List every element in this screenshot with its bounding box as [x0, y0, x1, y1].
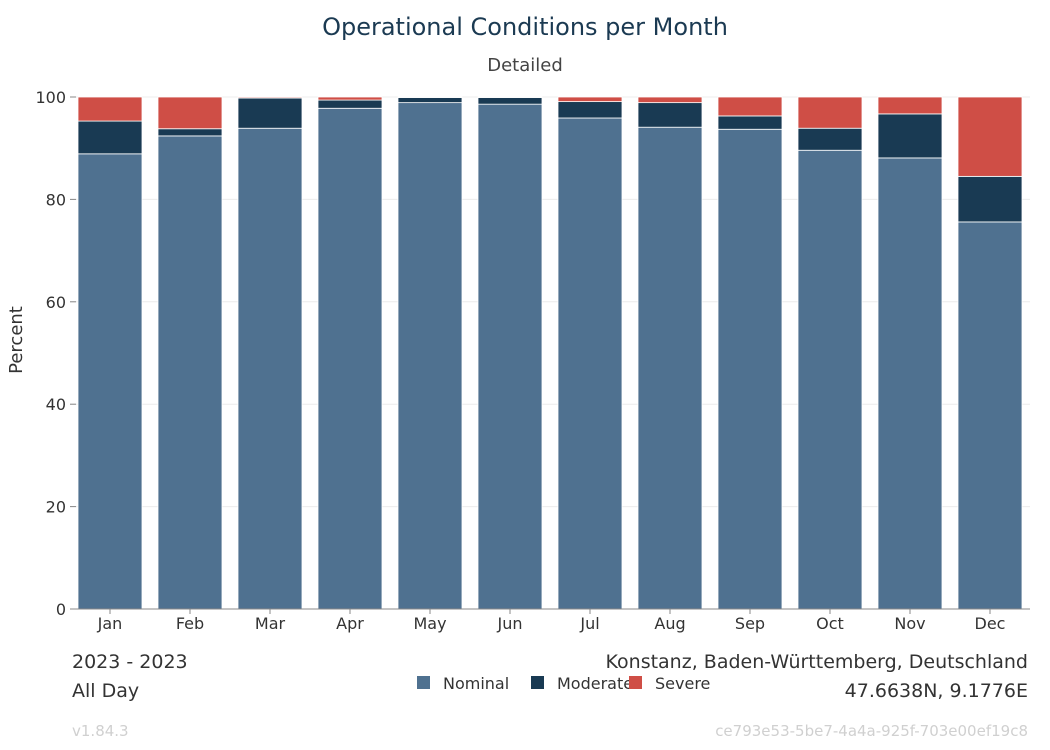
bar-segment-moderate	[957, 175, 1023, 223]
x-tick-label: Sep	[735, 614, 765, 633]
x-tick-label: Dec	[975, 614, 1006, 633]
y-tick-label: 20	[46, 498, 66, 517]
bar-segment-severe	[77, 96, 143, 122]
legend-label-nominal: Nominal	[443, 674, 509, 693]
chart-subtitle: Detailed	[487, 55, 563, 76]
bar-segment-nominal	[797, 149, 863, 610]
bar-segment-severe	[237, 96, 303, 99]
y-axis-title: Percent	[6, 306, 27, 374]
bar-segment-severe	[717, 96, 783, 117]
bar-segment-nominal	[397, 102, 463, 610]
x-tick-label: Jan	[97, 614, 123, 633]
bar-segment-severe	[397, 96, 463, 98]
x-tick-label: Nov	[894, 614, 925, 633]
bar-segment-nominal	[957, 221, 1023, 610]
axes: 0 20 40 60 80 100 Jan Feb Mar Apr May Jun Jul Aug Sep O…	[35, 88, 1030, 633]
bar-segment-moderate	[317, 99, 383, 109]
bar-segment-nominal	[77, 153, 143, 610]
y-tick-label: 100	[35, 88, 66, 107]
legend-swatch-moderate	[531, 676, 544, 689]
bar-segment-moderate	[877, 113, 943, 159]
y-tick-label: 40	[46, 395, 66, 414]
coordinates-label: 47.6638N, 9.1776E	[845, 680, 1028, 702]
bar-segment-nominal	[157, 135, 223, 610]
bar-segment-moderate	[637, 102, 703, 128]
bar-segment-severe	[157, 96, 223, 130]
bar-segment-moderate	[557, 101, 623, 119]
x-tick-label: Jun	[497, 614, 523, 633]
bar-segment-nominal	[637, 126, 703, 610]
bar-segment-severe	[877, 96, 943, 115]
time-of-day-label: All Day	[72, 680, 139, 702]
bar-segment-nominal	[717, 128, 783, 610]
bar-segment-moderate	[237, 97, 303, 129]
x-tick-label: Oct	[816, 614, 844, 633]
legend-swatch-severe	[629, 676, 642, 689]
bar-segment-moderate	[797, 127, 863, 151]
bar-segment-severe	[557, 96, 623, 103]
bar-segment-moderate	[477, 97, 543, 105]
bar-segment-nominal	[877, 157, 943, 610]
bar-segment-moderate	[717, 115, 783, 130]
legend-label-moderate: Moderate	[557, 674, 633, 693]
bar-segment-nominal	[477, 103, 543, 610]
location-label: Konstanz, Baden-Württemberg, Deutschland	[606, 651, 1028, 673]
x-tick-label: Mar	[255, 614, 286, 633]
chart-title: Operational Conditions per Month	[322, 13, 728, 41]
bar-segment-nominal	[237, 127, 303, 610]
x-tick-label: Apr	[336, 614, 364, 633]
id-label: ce793e53-5be7-4a4a-925f-703e00ef19c8	[715, 722, 1028, 740]
x-tick-label: Aug	[654, 614, 685, 633]
legend-swatch-nominal	[417, 676, 430, 689]
bar-segment-severe	[957, 96, 1023, 177]
period-label: 2023 - 2023	[72, 651, 188, 673]
version-label: v1.84.3	[72, 722, 129, 740]
x-tick-label: Jul	[579, 614, 599, 633]
bar-segment-moderate	[397, 97, 463, 104]
bar-segment-nominal	[317, 107, 383, 610]
bar-segment-severe	[637, 96, 703, 104]
x-tick-label: May	[413, 614, 446, 633]
bar-segment-nominal	[557, 117, 623, 610]
bar-segment-severe	[477, 96, 543, 98]
x-tick-label: Feb	[176, 614, 204, 633]
y-tick-label: 60	[46, 293, 66, 312]
bar-segment-severe	[797, 96, 863, 129]
bar-segment-severe	[317, 96, 383, 101]
legend: Nominal Moderate Severe	[417, 674, 710, 693]
y-tick-label: 80	[46, 190, 66, 209]
bars	[77, 96, 1023, 610]
bar-segment-moderate	[77, 120, 143, 155]
y-tick-label: 0	[56, 600, 66, 619]
bar-segment-moderate	[157, 128, 223, 137]
legend-label-severe: Severe	[655, 674, 710, 693]
